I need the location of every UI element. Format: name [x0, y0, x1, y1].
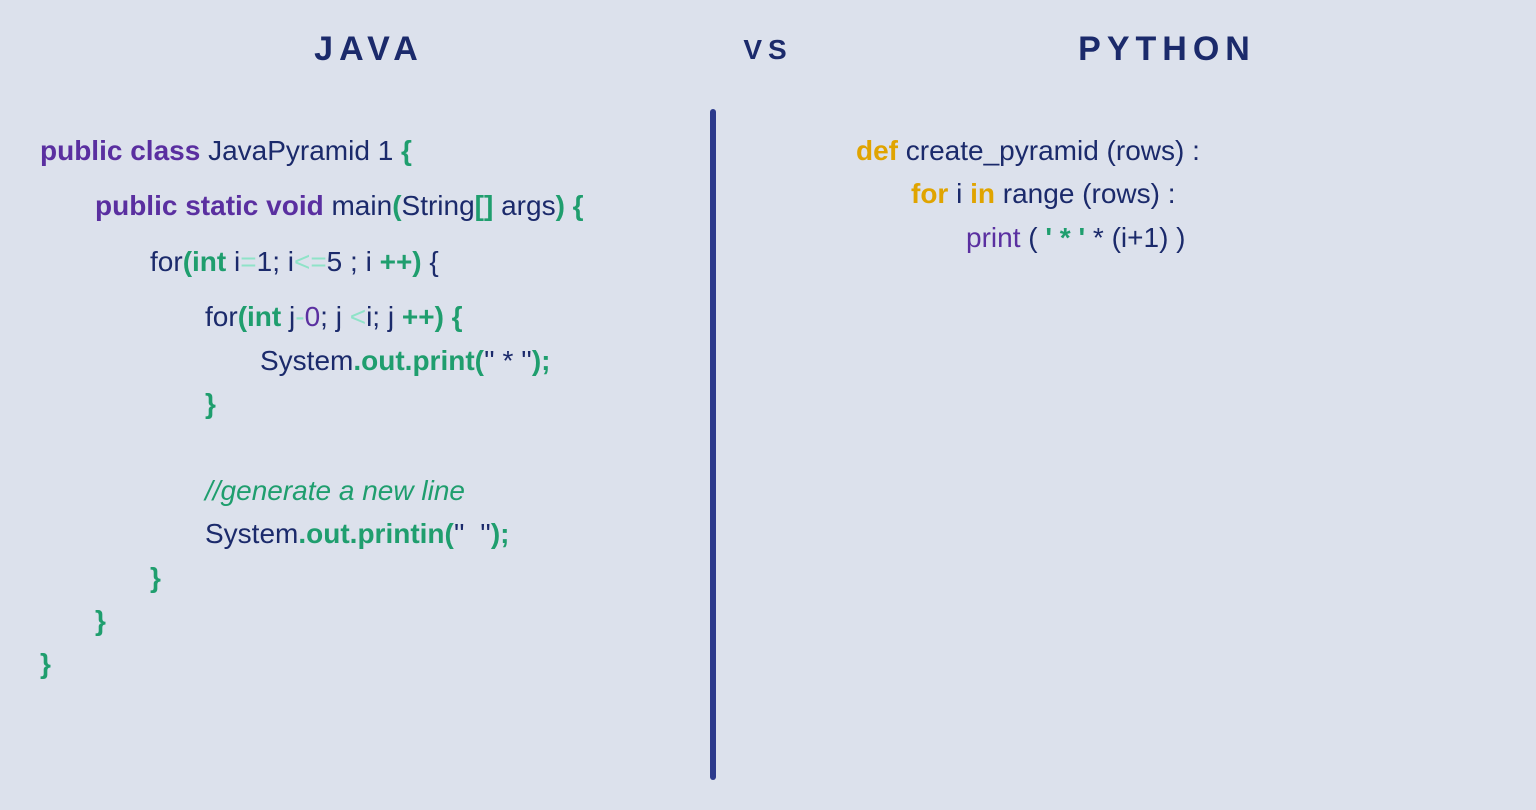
code-line: for i in range (rows) :	[856, 172, 1506, 215]
code-token: []	[475, 190, 501, 221]
code-token: for	[911, 178, 956, 209]
code-line: public static void main(String[] args) {	[40, 184, 690, 227]
code-token: (	[238, 301, 247, 332]
code-token: create_pyramid (rows) :	[906, 135, 1200, 166]
code-token: ' * '	[1045, 222, 1093, 253]
code-token: for	[205, 301, 238, 332]
code-token: ++)	[380, 246, 430, 277]
code-token: public static void	[95, 190, 331, 221]
code-token: args	[501, 190, 555, 221]
code-line: System.out.print('' * '');	[40, 339, 690, 382]
code-token: ) {	[556, 190, 584, 221]
code-token: print	[966, 222, 1028, 253]
vertical-divider	[710, 109, 716, 780]
python-title: PYTHON	[828, 30, 1506, 69]
code-token: .out.print(	[353, 345, 484, 376]
code-line: for(int j-0; j <i; j ++) {	[40, 295, 690, 338]
code-token: {	[401, 135, 412, 166]
java-column: public class JavaPyramid 1 { public stati…	[30, 129, 690, 780]
code-token: (	[1028, 222, 1045, 253]
code-token: {	[429, 246, 438, 277]
code-token: //generate a new line	[205, 475, 465, 506]
python-column: def create_pyramid (rows) :for i in rang…	[736, 129, 1506, 780]
code-token: System	[205, 518, 298, 549]
code-token: }	[40, 648, 51, 679]
code-token: String	[402, 190, 475, 221]
code-line: //generate a new line	[40, 469, 690, 512]
java-code-block: public class JavaPyramid 1 { public stati…	[40, 129, 690, 686]
code-token: i	[956, 178, 970, 209]
code-token: 0	[305, 301, 321, 332]
code-token	[205, 431, 213, 462]
code-token: );	[491, 518, 510, 549]
code-line: for(int i=1; i<=5 ; i ++) {	[40, 240, 690, 283]
code-line: }	[40, 382, 690, 425]
code-token: System	[260, 345, 353, 376]
code-line: }	[40, 642, 690, 685]
code-line: }	[40, 599, 690, 642]
code-token: i; j	[366, 301, 402, 332]
code-token: ; j	[320, 301, 350, 332]
code-line: print ( ' * ' * (i+1) )	[856, 216, 1506, 259]
code-token: );	[532, 345, 551, 376]
vs-title: VS	[708, 34, 828, 66]
main-row: public class JavaPyramid 1 { public stati…	[30, 129, 1506, 780]
code-token: 5 ; i	[327, 246, 380, 277]
code-token: =	[240, 246, 256, 277]
code-token: ++) {	[402, 301, 463, 332]
code-line	[40, 425, 690, 468]
code-token: '' * ''	[484, 345, 532, 376]
code-token: -	[295, 301, 304, 332]
code-token: def	[856, 135, 906, 166]
code-token: ; i	[272, 246, 294, 277]
code-token: }	[150, 562, 161, 593]
code-token: main	[331, 190, 392, 221]
python-code-block: def create_pyramid (rows) :for i in rang…	[856, 129, 1506, 259]
code-token: .out.printin(	[298, 518, 454, 549]
code-line: public class JavaPyramid 1 {	[40, 129, 690, 172]
code-token: JavaPyramid 1	[208, 135, 401, 166]
code-token: 1	[257, 246, 273, 277]
code-token: }	[95, 605, 106, 636]
code-token: in	[970, 178, 1003, 209]
code-line: System.out.printin('' '');	[40, 512, 690, 555]
code-token: <=	[294, 246, 327, 277]
code-line: }	[40, 556, 690, 599]
code-token: <	[350, 301, 366, 332]
comparison-canvas: JAVA VS PYTHON public class JavaPyramid …	[0, 0, 1536, 810]
code-token: public class	[40, 135, 208, 166]
code-token: int	[247, 301, 289, 332]
code-line: def create_pyramid (rows) :	[856, 129, 1506, 172]
code-token: * (i+1) )	[1093, 222, 1186, 253]
code-token: (	[392, 190, 401, 221]
header-row: JAVA VS PYTHON	[30, 30, 1506, 69]
code-token: int	[192, 246, 234, 277]
code-token: range (rows) :	[1003, 178, 1176, 209]
code-token: '' ''	[454, 518, 491, 549]
java-title: JAVA	[30, 30, 708, 69]
code-token: }	[205, 388, 216, 419]
code-token: for	[150, 246, 183, 277]
code-token: (	[183, 246, 192, 277]
